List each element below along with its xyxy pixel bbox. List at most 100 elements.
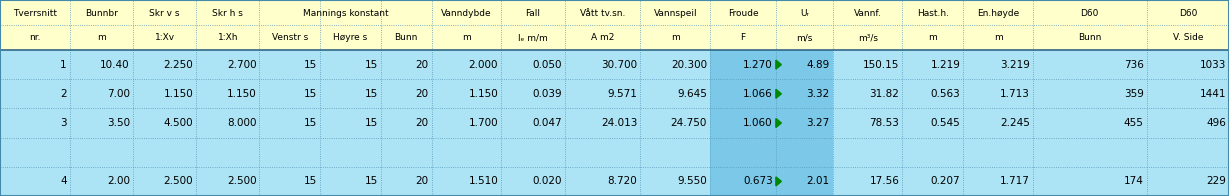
Text: 1:Xv: 1:Xv [155,33,175,42]
Text: 1.219: 1.219 [930,60,960,70]
Text: Venstr s: Venstr s [272,33,308,42]
Text: 1.150: 1.150 [468,89,498,99]
Text: 4.89: 4.89 [806,60,830,70]
Text: 174: 174 [1123,176,1144,186]
FancyBboxPatch shape [710,0,833,196]
Text: 0.545: 0.545 [930,118,960,128]
Text: 3.27: 3.27 [806,118,830,128]
Text: m: m [928,33,938,42]
Text: 1.713: 1.713 [1000,89,1030,99]
Text: m³/s: m³/s [858,33,878,42]
Text: Bunn: Bunn [1078,33,1101,42]
Text: 2.01: 2.01 [806,176,830,186]
Text: 8.720: 8.720 [607,176,638,186]
FancyBboxPatch shape [0,79,1229,108]
Text: D60: D60 [1179,9,1197,18]
Text: 0.047: 0.047 [532,118,562,128]
Text: 3.32: 3.32 [806,89,830,99]
Text: 15: 15 [304,60,317,70]
Text: 0.207: 0.207 [930,176,960,186]
Text: Tverrsnitt: Tverrsnitt [12,9,57,18]
Text: Hast.h.: Hast.h. [917,9,949,18]
Text: 455: 455 [1123,118,1144,128]
Text: Fall: Fall [525,9,541,18]
Text: 0.039: 0.039 [532,89,562,99]
Text: 20.300: 20.300 [671,60,707,70]
Text: 1441: 1441 [1200,89,1227,99]
FancyBboxPatch shape [0,108,1229,138]
Text: 30.700: 30.700 [601,60,638,70]
Text: 0.673: 0.673 [744,176,773,186]
Text: 8.000: 8.000 [227,118,257,128]
Text: 2.250: 2.250 [163,60,193,70]
Text: 1.717: 1.717 [1000,176,1030,186]
Text: 1.060: 1.060 [744,118,773,128]
Text: 1.510: 1.510 [468,176,498,186]
Text: 2.000: 2.000 [468,60,498,70]
Text: Froude: Froude [728,9,758,18]
Text: 10.40: 10.40 [101,60,130,70]
Text: 78.53: 78.53 [870,118,900,128]
Text: 1:Xh: 1:Xh [218,33,238,42]
Text: 15: 15 [304,176,317,186]
Text: 24.013: 24.013 [601,118,638,128]
Text: Bunn: Bunn [395,33,418,42]
Text: 9.571: 9.571 [607,89,638,99]
Text: 1.150: 1.150 [226,89,257,99]
Text: Skr h s: Skr h s [213,9,243,18]
Text: 736: 736 [1123,60,1144,70]
FancyBboxPatch shape [0,167,1229,196]
Polygon shape [775,60,782,69]
Text: 3: 3 [60,118,66,128]
Text: m: m [97,33,106,42]
Polygon shape [775,89,782,98]
Polygon shape [775,119,782,128]
Text: 229: 229 [1206,176,1227,186]
Text: 2.00: 2.00 [107,176,130,186]
Text: A m2: A m2 [591,33,614,42]
FancyBboxPatch shape [0,50,1229,79]
Text: 20: 20 [415,60,429,70]
Text: 2.700: 2.700 [227,60,257,70]
Text: 9.645: 9.645 [677,89,707,99]
Text: 2.500: 2.500 [227,176,257,186]
FancyBboxPatch shape [710,0,833,50]
Text: Vanndybde: Vanndybde [441,9,492,18]
Text: Vannf.: Vannf. [854,9,881,18]
Text: 3.50: 3.50 [107,118,130,128]
Text: 9.550: 9.550 [677,176,707,186]
FancyBboxPatch shape [0,0,1229,50]
Text: m: m [671,33,680,42]
Text: 20: 20 [415,89,429,99]
Text: 31.82: 31.82 [870,89,900,99]
Text: m/s: m/s [796,33,812,42]
Text: 2.500: 2.500 [163,176,193,186]
Text: 0.020: 0.020 [532,176,562,186]
Text: 15: 15 [304,118,317,128]
Text: 1.700: 1.700 [468,118,498,128]
Text: 2: 2 [60,89,66,99]
Text: 17.56: 17.56 [870,176,900,186]
Text: Høyre s: Høyre s [333,33,367,42]
Text: 1: 1 [60,60,66,70]
Text: 15: 15 [365,118,379,128]
Text: 150.15: 150.15 [863,60,900,70]
Text: 4.500: 4.500 [163,118,193,128]
Text: nr.: nr. [29,33,41,42]
Text: 0.050: 0.050 [532,60,562,70]
Text: 359: 359 [1123,89,1144,99]
Text: 15: 15 [365,89,379,99]
FancyBboxPatch shape [0,138,1229,167]
Text: Uᵣ: Uᵣ [800,9,809,18]
Text: 1.150: 1.150 [163,89,193,99]
Text: Vått tv.sn.: Vått tv.sn. [580,9,626,18]
Text: 2.245: 2.245 [1000,118,1030,128]
Text: 7.00: 7.00 [107,89,130,99]
Text: 1.270: 1.270 [744,60,773,70]
Polygon shape [775,177,782,186]
Text: F: F [740,33,746,42]
Text: Skr v s: Skr v s [149,9,179,18]
Text: 496: 496 [1206,118,1227,128]
Text: 0.563: 0.563 [930,89,960,99]
Text: 24.750: 24.750 [671,118,707,128]
